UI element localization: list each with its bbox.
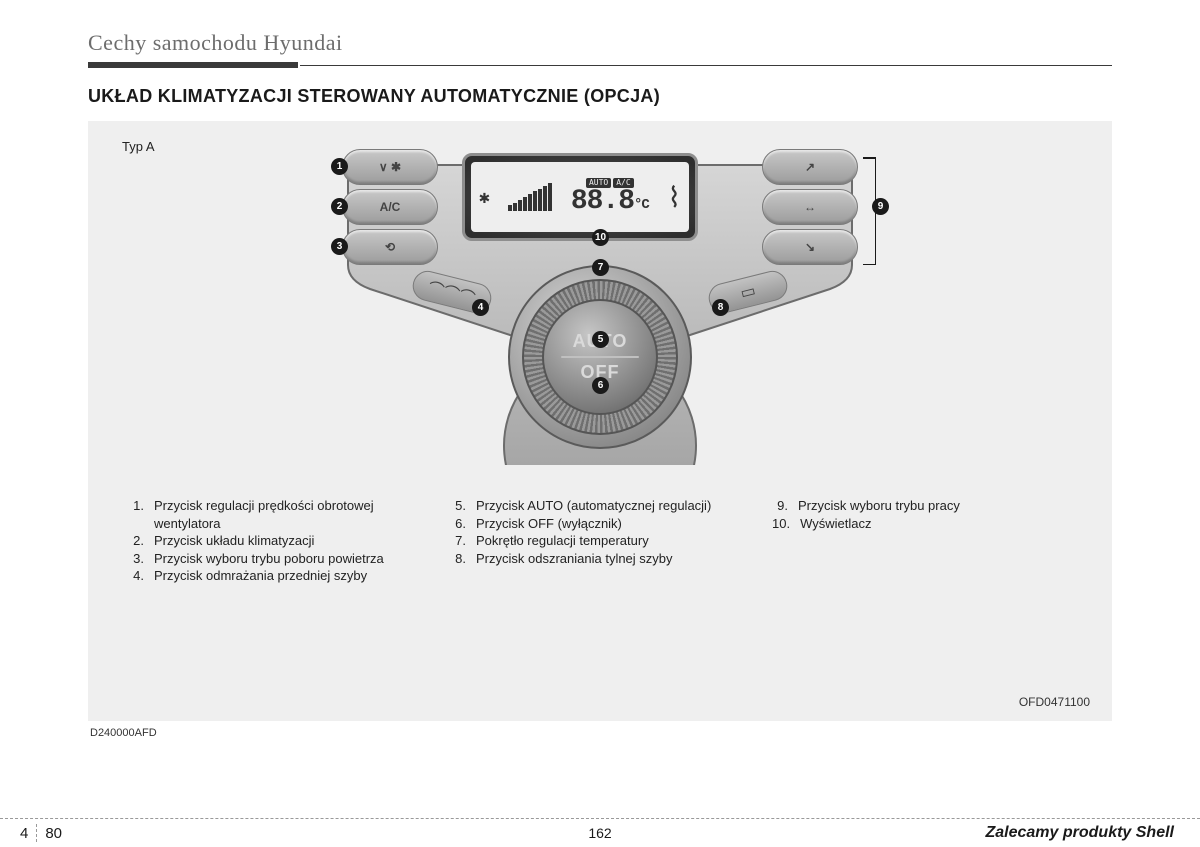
page-footer: 4 80 162 Zalecamy produkty Shell	[0, 818, 1200, 841]
legend-num-9: 9.	[772, 497, 788, 515]
legend-text-9: Przycisk wyboru trybu pracy	[798, 497, 960, 515]
legend-text-2: Przycisk układu klimatyzacji	[154, 532, 314, 550]
legend-num-2: 2.	[128, 532, 144, 550]
callout-8: 8	[712, 299, 729, 316]
legend-num-6: 6.	[450, 515, 466, 533]
chapter-title: Cechy samochodu Hyundai	[88, 30, 1112, 62]
lcd-temp-unit: °C	[634, 197, 649, 213]
header-rule	[88, 62, 1112, 68]
legend-num-3: 3.	[128, 550, 144, 568]
legend-text-7: Pokrętło regulacji temperatury	[476, 532, 649, 550]
reference-code: D240000AFD	[90, 727, 1112, 739]
fan-level-bars	[508, 183, 552, 211]
callout-4: 4	[472, 299, 489, 316]
footer-section: 4	[20, 825, 28, 842]
legend-text-6: Przycisk OFF (wyłącznik)	[476, 515, 622, 533]
legend-text-3: Przycisk wyboru trybu poboru powietrza	[154, 550, 384, 568]
legend: 1. Przycisk regulacji prędkości obrotowej…	[128, 497, 1072, 585]
legend-text-10: Wyświetlacz	[800, 515, 871, 533]
callout-2: 2	[331, 198, 348, 215]
callout-6: 6	[592, 377, 609, 394]
callout-9: 9	[872, 198, 889, 215]
legend-text-1: Przycisk regulacji prędkości obrotowej w…	[154, 497, 428, 532]
air-intake-button[interactable]: ⟲	[342, 229, 438, 265]
footer-slogan: Zalecamy produkty Shell	[985, 824, 1174, 842]
temperature-dial[interactable]: AUTO OFF	[508, 265, 692, 449]
type-label: Typ A	[122, 139, 155, 154]
legend-num-4: 4.	[128, 567, 144, 585]
fan-speed-button[interactable]: ∨ ✱	[342, 149, 438, 185]
airflow-mode-icon: ⌇	[667, 181, 681, 214]
legend-num-7: 7.	[450, 532, 466, 550]
legend-text-4: Przycisk odmrażania przedniej szyby	[154, 567, 367, 585]
callout-7: 7	[592, 259, 609, 276]
climate-control-panel: ∨ ✱ A/C ⟲ ↗ ↔ ↘ ⌒⌒⌒ ▭ ✱	[320, 147, 880, 477]
legend-num-1: 1.	[128, 497, 144, 532]
legend-num-5: 5.	[450, 497, 466, 515]
legend-num-8: 8.	[450, 550, 466, 568]
mode-button-2[interactable]: ↔	[762, 189, 858, 225]
ac-button[interactable]: A/C	[342, 189, 438, 225]
legend-text-5: Przycisk AUTO (automatycznej regulacji)	[476, 497, 711, 515]
footer-page-in-section: 80	[45, 825, 62, 842]
lcd-display: ✱ AUTO A/C 88.8°C	[462, 153, 698, 241]
callout-5: 5	[592, 331, 609, 348]
mode-button-3[interactable]: ↘	[762, 229, 858, 265]
callout-10: 10	[592, 229, 609, 246]
figure-code: OFD0471100	[1019, 695, 1090, 709]
legend-text-8: Przycisk odszraniania tylnej szyby	[476, 550, 673, 568]
legend-num-10: 10.	[772, 515, 790, 533]
fan-icon: ✱	[479, 187, 490, 208]
section-title: UKŁAD KLIMATYZACJI STEROWANY AUTOMATYCZN…	[88, 86, 1112, 107]
lcd-temperature: 88.8	[571, 186, 634, 217]
callout-1: 1	[331, 158, 348, 175]
figure-box: Typ A ∨ ✱ A/C ⟲	[88, 121, 1112, 721]
mode-button-1[interactable]: ↗	[762, 149, 858, 185]
callout-3: 3	[331, 238, 348, 255]
